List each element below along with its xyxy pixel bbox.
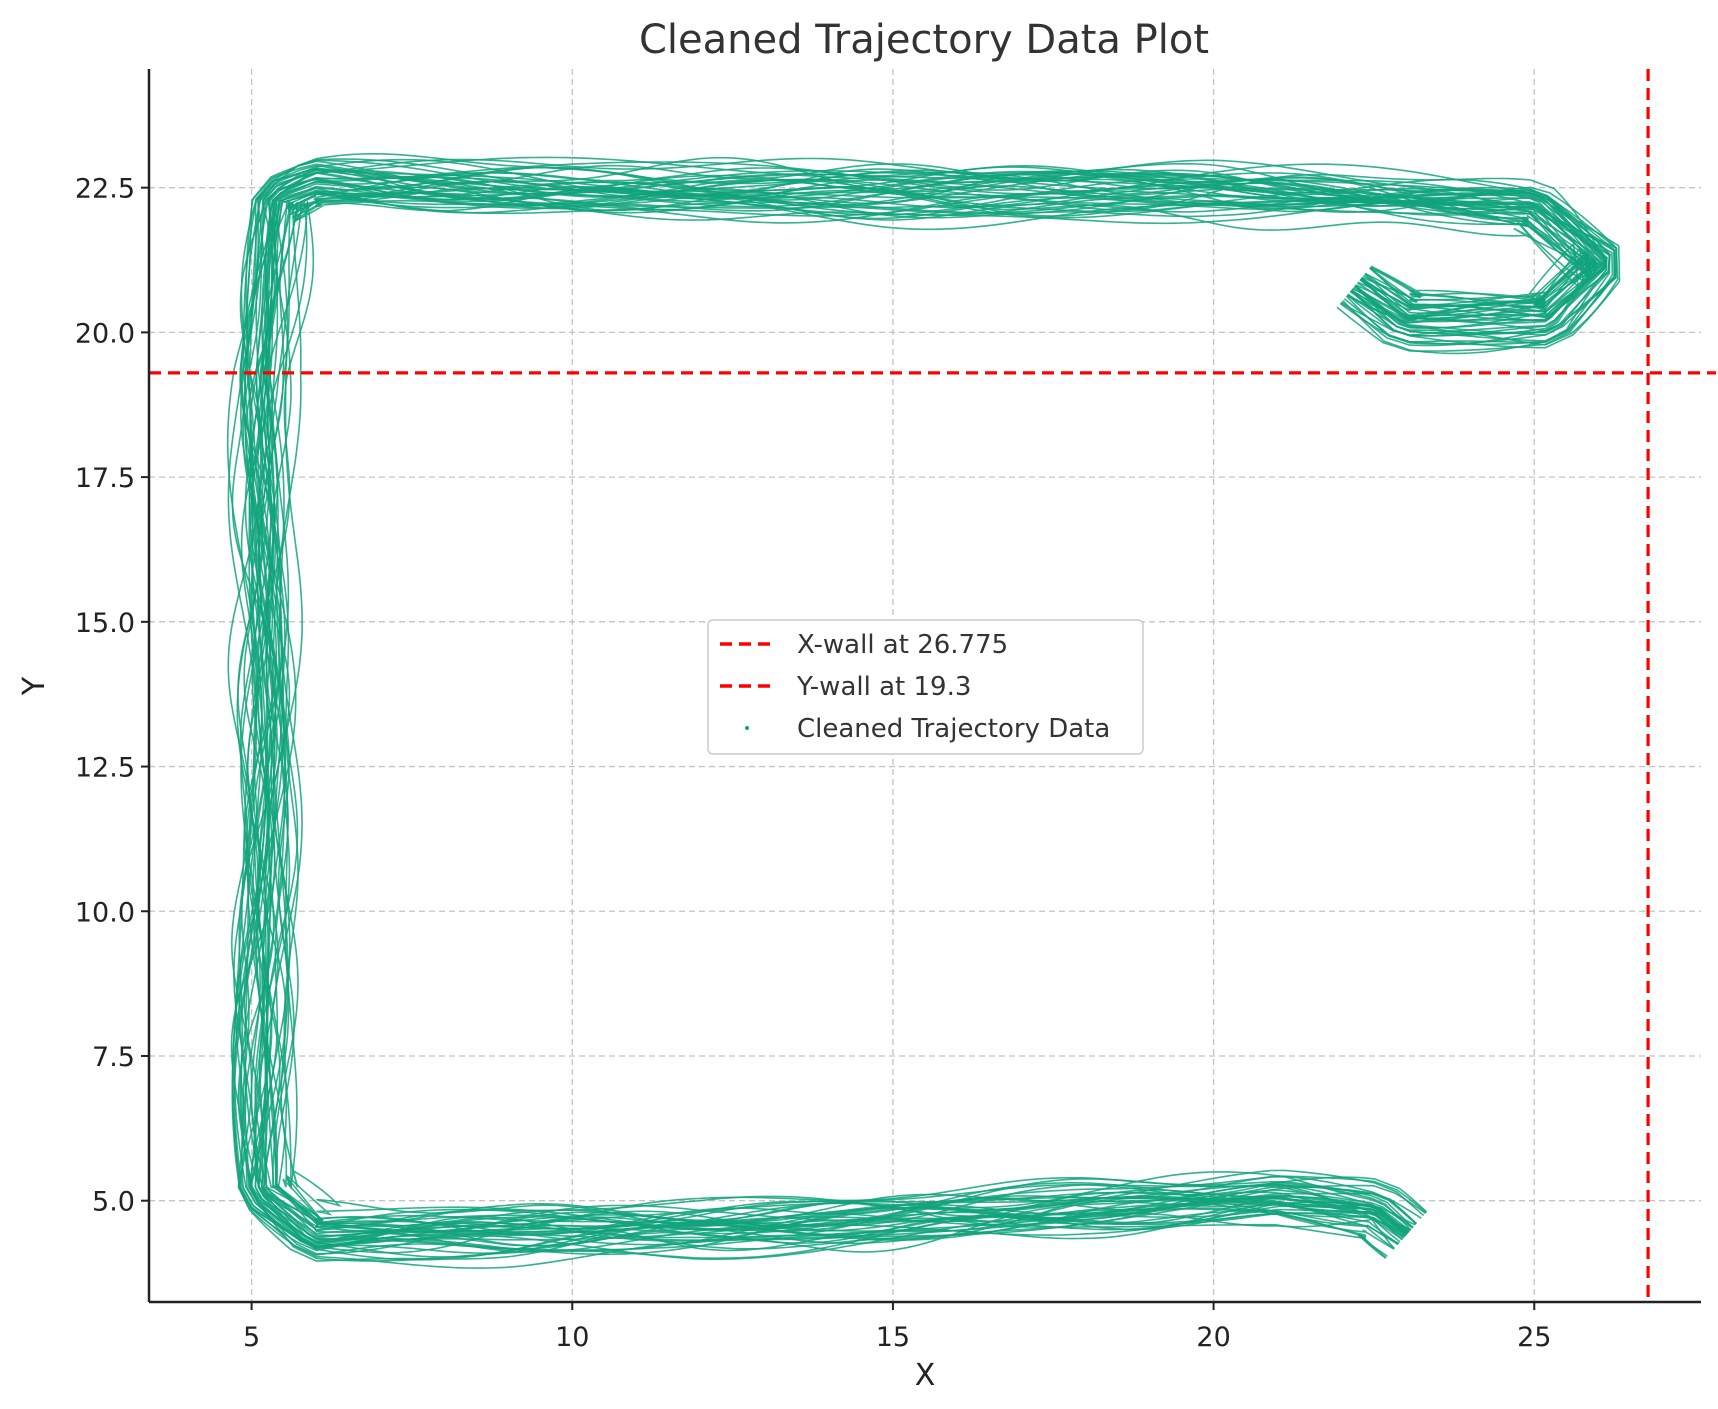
trajectory-pass xyxy=(263,192,1580,1237)
legend-label-y-wall: Y-wall at 19.3 xyxy=(796,672,971,702)
y-tick-label: 22.5 xyxy=(75,174,135,205)
x-axis-ticks: 5 10 15 20 25 xyxy=(243,1302,1551,1353)
y-axis-ticks: 5.0 7.5 10.0 12.5 15.0 17.5 20.0 22.5 xyxy=(75,174,149,1218)
trajectory-pass xyxy=(227,159,1617,1262)
y-tick-label: 10.0 xyxy=(75,897,135,928)
y-tick-label: 15.0 xyxy=(75,608,135,639)
trajectory-data-series xyxy=(226,153,1621,1269)
trajectory-pass xyxy=(263,188,1590,1228)
y-tick-label: 20.0 xyxy=(75,318,135,349)
x-tick-label: 20 xyxy=(1196,1322,1230,1353)
y-tick-label: 5.0 xyxy=(92,1187,135,1218)
wall-reference-lines xyxy=(149,69,1716,1302)
x-axis-label: X xyxy=(915,1358,936,1393)
trajectory-pass xyxy=(233,167,1621,1242)
x-tick-label: 5 xyxy=(243,1322,260,1353)
legend: X-wall at 26.775 Y-wall at 19.3 Cleaned … xyxy=(707,619,1144,755)
legend-label-x-wall: X-wall at 26.775 xyxy=(797,630,1008,660)
trajectory-pass xyxy=(231,156,1616,1258)
legend-label-trajectory: Cleaned Trajectory Data xyxy=(797,714,1110,744)
chart-title: Cleaned Trajectory Data Plot xyxy=(639,17,1209,63)
x-tick-label: 15 xyxy=(876,1322,910,1353)
trajectory-pass xyxy=(251,185,1600,1243)
legend-swatch-trajectory xyxy=(745,726,749,730)
y-axis-label: Y xyxy=(17,676,52,696)
x-tick-label: 10 xyxy=(555,1322,589,1353)
x-tick-label: 25 xyxy=(1517,1322,1551,1353)
y-tick-label: 7.5 xyxy=(92,1042,135,1073)
trajectory-pass xyxy=(230,163,1601,1259)
trajectory-pass xyxy=(238,169,1618,1244)
trajectory-pass xyxy=(237,170,1599,1254)
y-tick-label: 17.5 xyxy=(75,463,135,494)
legend-box xyxy=(707,619,1144,755)
y-tick-label: 12.5 xyxy=(75,753,135,784)
